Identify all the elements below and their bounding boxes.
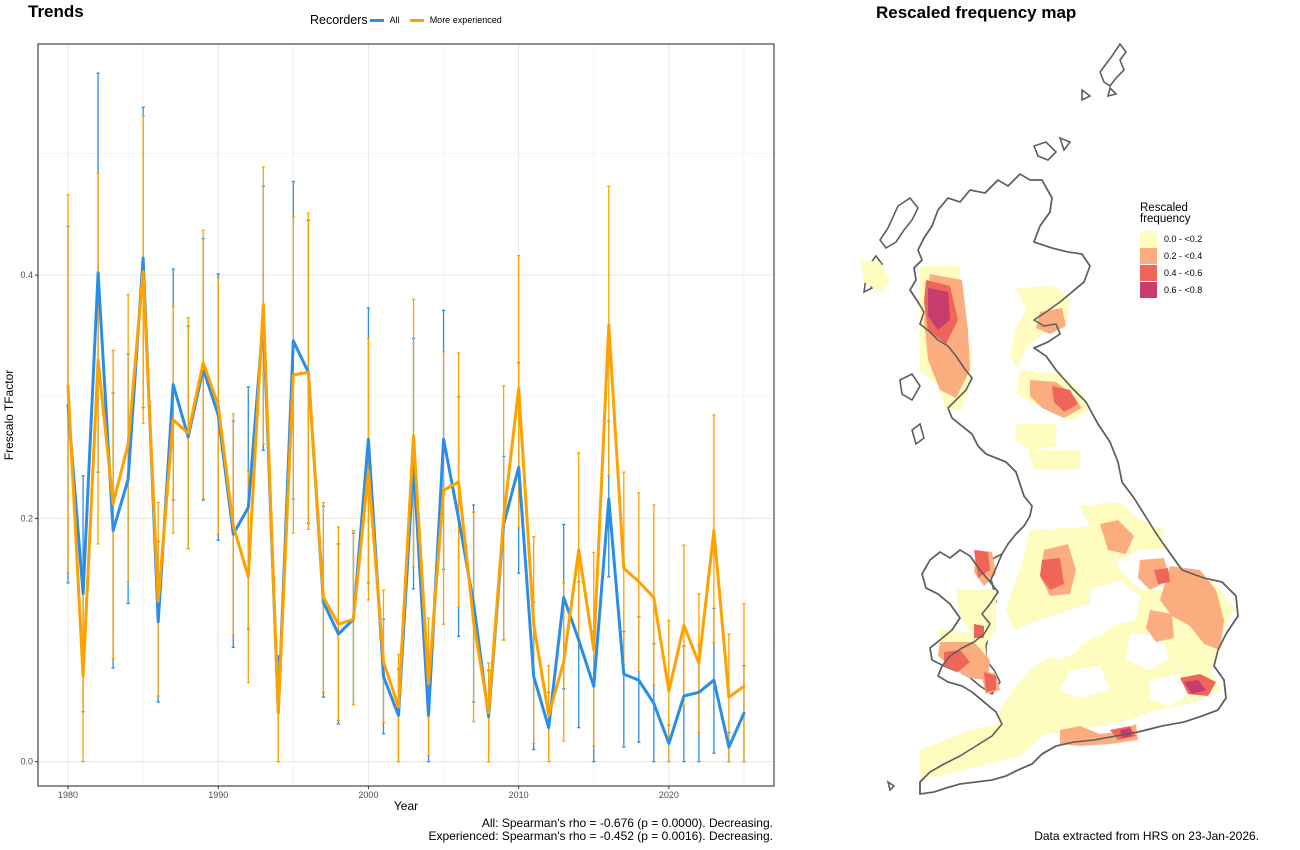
series-line-all [66, 256, 746, 749]
orkney-outline [1032, 136, 1072, 161]
legend-key-experienced [409, 18, 424, 22]
legend-key-all [369, 18, 384, 22]
gb-outline-overlay [909, 173, 1239, 795]
map-legend-swatch [1140, 264, 1157, 281]
x-tick-label: 1980 [58, 790, 78, 800]
map-legend-label: 0.6 - <0.8 [1164, 284, 1203, 295]
series-all [66, 72, 746, 763]
frequency-map [860, 42, 1239, 795]
map-legend-swatch [1140, 247, 1157, 264]
y-axis-title: Frescalo TFactor [2, 370, 16, 460]
freq-gaps [1038, 580, 1192, 706]
map-legend-label: 0.2 - <0.4 [1164, 250, 1203, 261]
map-legend-title: Rescaled frequency [1140, 202, 1202, 225]
map-legend-item: 0.4 - <0.6 [1140, 264, 1202, 281]
map-legend-label: 0.0 - <0.2 [1164, 233, 1203, 244]
map-legend-label: 0.4 - <0.6 [1164, 267, 1203, 278]
map-legend-title-line1: Rescaled [1140, 202, 1188, 214]
map-legend: Rescaled frequency 0.0 - <0.2 0.2 - <0.4… [1140, 202, 1202, 298]
stats-line-experienced: Experienced: Spearman's rho = -0.452 (p … [428, 829, 774, 843]
map-legend-swatch [1140, 230, 1157, 247]
stats-line-all: All: Spearman's rho = -0.676 (p = 0.0000… [481, 816, 773, 830]
map-legend-item: 0.0 - <0.2 [1140, 230, 1202, 247]
legend-label-all: All [389, 15, 400, 25]
data-caption: Data extracted from HRS on 23-Jan-2026. [1034, 829, 1259, 843]
freq-top [928, 288, 1206, 738]
plot-border [37, 43, 775, 787]
y-tick-label: 0.4 [20, 270, 33, 280]
islands-west [886, 372, 925, 792]
shetland-outline [1081, 42, 1127, 102]
map-legend-item: 0.6 - <0.8 [1140, 281, 1202, 298]
map-legend-swatch [1140, 281, 1157, 298]
x-tick-label: 2010 [509, 790, 529, 800]
map-legend-title-line2: frequency [1140, 213, 1191, 225]
legend-label-experienced: More experienced [429, 15, 502, 25]
map-legend-item: 0.2 - <0.4 [1140, 247, 1202, 264]
x-tick-label: 2020 [659, 790, 679, 800]
map-title: Rescaled frequency map [876, 3, 1077, 22]
trends-title: Trends [28, 2, 84, 21]
trend-chart: 1980 1990 2000 2010 2020 0.0 0.2 0.4 Year Frescal… [2, 43, 775, 813]
stats-text: All: Spearman's rho = -0.676 (p = 0.0000… [429, 817, 774, 843]
x-tick-label: 1990 [208, 790, 228, 800]
legend-item-experienced: More experienced [409, 15, 510, 25]
legend-title: Recorders [310, 13, 368, 27]
y-tick-label: 0.0 [20, 757, 33, 767]
chart-legend: Recorders All More experienced [310, 12, 510, 28]
x-axis-title: Year [394, 799, 418, 813]
legend-item-all: All [369, 15, 408, 25]
x-tick-label: 2000 [358, 790, 378, 800]
y-tick-label: 0.2 [20, 513, 33, 523]
series-line-experienced [66, 270, 746, 717]
